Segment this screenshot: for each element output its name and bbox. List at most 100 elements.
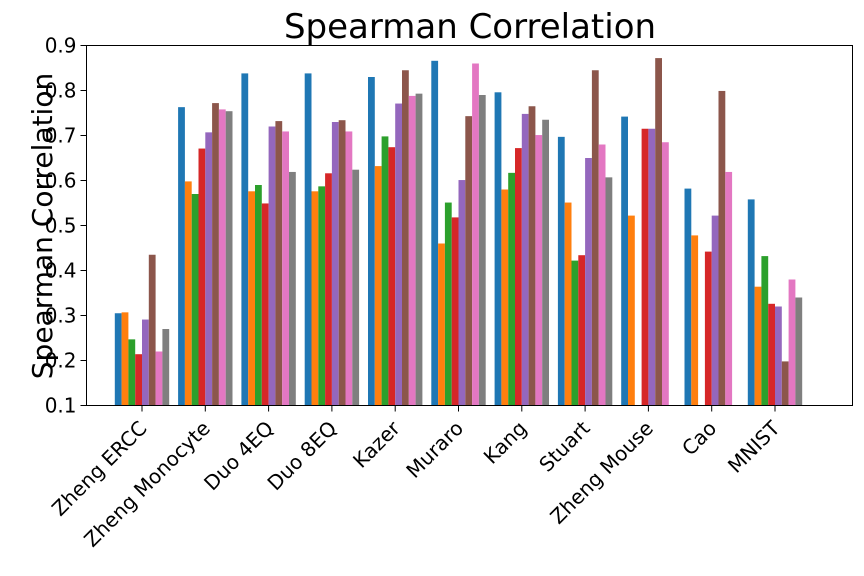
bar-kang-s2 <box>501 189 509 406</box>
bar-kang-s7 <box>535 135 543 406</box>
bar-mnist-s4 <box>768 303 775 406</box>
bar-duo-4eq-s4 <box>261 203 269 406</box>
x-tick-label: MNIST <box>723 416 785 478</box>
bar-muraro-s8 <box>478 95 486 406</box>
bar-muraro-s7 <box>472 63 479 406</box>
bar-mnist-s2 <box>754 286 762 406</box>
y-tick-label: 0.5 <box>45 214 77 238</box>
bar-zheng-ercc-s3 <box>128 339 136 406</box>
bar-duo-8eq-s7 <box>345 131 353 406</box>
bar-zheng-monocyte-s1 <box>178 107 185 406</box>
bar-cao-s6 <box>718 90 726 406</box>
bar-cao-s2 <box>691 235 699 406</box>
bar-cao-s1 <box>684 188 692 406</box>
bar-kazer-s7 <box>408 95 416 406</box>
bar-zheng-mouse-s1 <box>621 116 628 406</box>
bar-kazer-s2 <box>374 166 382 406</box>
bar-muraro-s3 <box>444 202 452 406</box>
bar-kazer-s3 <box>381 136 389 406</box>
bar-kazer-s4 <box>388 147 396 406</box>
x-tick-label: Cao <box>677 416 721 460</box>
bar-stuart-s5 <box>585 158 592 406</box>
bar-cao-s4 <box>704 251 712 406</box>
bar-zheng-mouse-s4 <box>641 128 649 406</box>
bar-zheng-ercc-s4 <box>135 354 142 406</box>
bar-zheng-monocyte-s4 <box>198 148 206 406</box>
bar-mnist-s1 <box>747 199 755 406</box>
bar-mnist-s5 <box>775 306 782 406</box>
bar-zheng-mouse-s2 <box>628 215 635 406</box>
y-tick-label: 0.7 <box>45 124 77 148</box>
x-tick-label: Kazer <box>348 416 405 473</box>
bar-kang-s1 <box>494 92 502 406</box>
bar-cao-s7 <box>725 171 733 406</box>
bar-duo-4eq-s8 <box>289 171 296 406</box>
bar-muraro-s4 <box>451 217 459 406</box>
bar-duo-8eq-s3 <box>318 186 326 406</box>
bar-cao-s5 <box>711 215 719 406</box>
bar-muraro-s2 <box>438 243 445 406</box>
y-tick-label: 0.2 <box>45 349 77 373</box>
bar-kazer-s1 <box>368 77 375 406</box>
bar-duo-4eq-s7 <box>282 131 289 406</box>
y-axis: 0.1 0.2 0.3 0.4 0.5 0.6 0.7 0.8 0.9 <box>45 34 87 418</box>
bar-mnist-s7 <box>788 279 796 406</box>
bar-stuart-s3 <box>571 260 579 406</box>
bars-group <box>114 58 803 406</box>
bar-duo-8eq-s1 <box>304 73 312 406</box>
bar-duo-4eq-s5 <box>268 126 276 406</box>
bar-zheng-ercc-s7 <box>155 351 163 406</box>
bar-stuart-s7 <box>598 144 606 406</box>
bar-kang-s3 <box>508 172 515 406</box>
bar-zheng-ercc-s8 <box>162 329 170 406</box>
bar-duo-8eq-s5 <box>331 122 339 406</box>
bar-kang-s5 <box>521 113 529 406</box>
bar-mnist-s3 <box>761 256 769 406</box>
y-tick-label: 0.9 <box>45 34 77 58</box>
bar-duo-4eq-s1 <box>241 73 249 406</box>
bar-kang-s4 <box>515 148 522 406</box>
bar-mnist-s6 <box>781 361 789 406</box>
y-tick-label: 0.3 <box>45 304 77 328</box>
y-tick-label: 0.6 <box>45 169 77 193</box>
bar-zheng-monocyte-s6 <box>212 103 219 406</box>
x-tick-label: Muraro <box>401 416 468 483</box>
y-tick-label: 0.8 <box>45 79 77 103</box>
bar-duo-8eq-s8 <box>352 169 360 406</box>
bar-kazer-s5 <box>395 103 402 406</box>
bar-zheng-monocyte-s8 <box>225 111 233 406</box>
bar-stuart-s6 <box>591 70 599 406</box>
bar-stuart-s4 <box>578 255 586 406</box>
x-tick-label: Duo 8EQ <box>262 416 341 495</box>
bar-zheng-monocyte-s2 <box>184 181 192 406</box>
bar-kazer-s8 <box>415 93 423 406</box>
bar-stuart-s8 <box>605 177 613 406</box>
bar-muraro-s6 <box>465 116 473 406</box>
bar-duo-4eq-s3 <box>255 185 262 406</box>
y-tick-label: 0.1 <box>45 394 77 418</box>
bar-muraro-s5 <box>458 180 466 406</box>
chart-title: Spearman Correlation <box>284 7 656 47</box>
bar-zheng-mouse-s6 <box>655 58 662 406</box>
y-axis-label: Spearman Correlation <box>26 73 59 379</box>
bar-zheng-monocyte-s3 <box>191 194 199 406</box>
x-tick-label: Kang <box>479 416 532 469</box>
bar-mnist-s8 <box>795 297 803 406</box>
y-tick-label: 0.4 <box>45 259 77 283</box>
bar-duo-8eq-s2 <box>311 191 319 406</box>
bar-kazer-s6 <box>402 70 409 406</box>
bar-duo-8eq-s4 <box>325 173 332 406</box>
bar-kang-s6 <box>528 106 536 406</box>
bar-duo-4eq-s6 <box>275 121 283 406</box>
bar-zheng-mouse-s5 <box>648 128 656 406</box>
bar-zheng-monocyte-s7 <box>218 109 226 406</box>
plot-frame <box>86 45 853 406</box>
bar-kang-s8 <box>542 119 549 406</box>
bar-muraro-s1 <box>431 60 439 406</box>
bar-zheng-ercc-s5 <box>142 319 149 406</box>
x-tick-label: Stuart <box>534 416 595 477</box>
bar-zheng-ercc-s2 <box>121 312 129 406</box>
bar-zheng-monocyte-s5 <box>205 132 213 406</box>
